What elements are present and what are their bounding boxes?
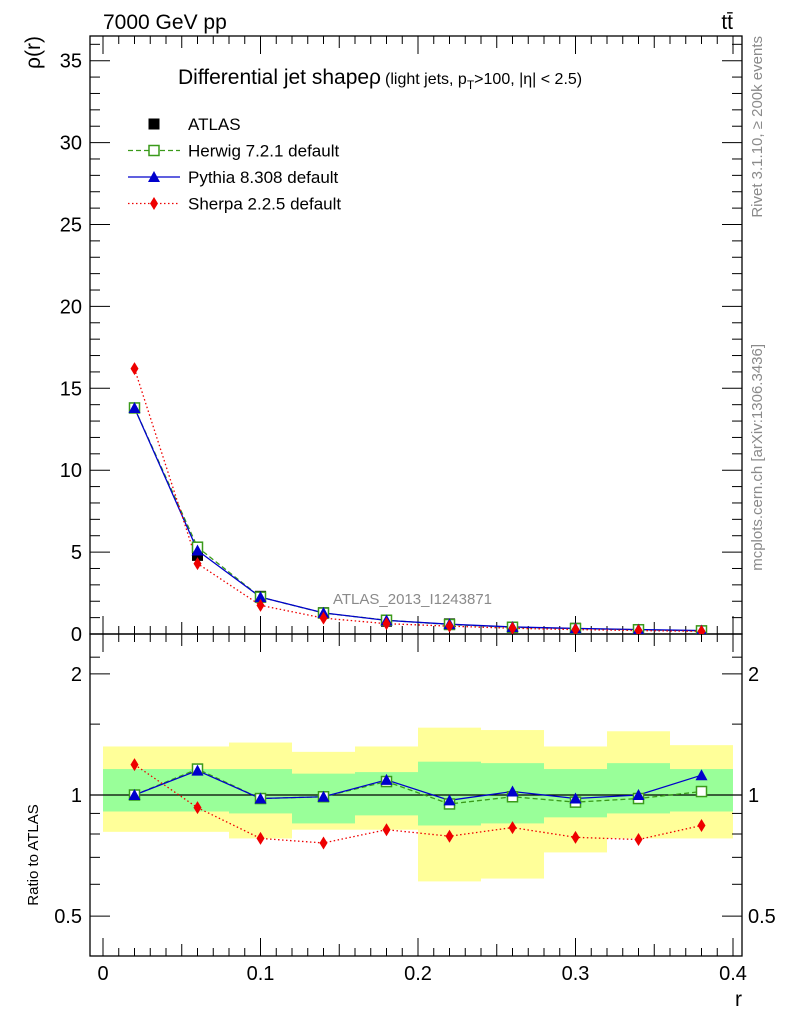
legend-pythia-label: Pythia 8.308 default [188,168,339,187]
energy-label: 7000 GeV pp [103,11,227,34]
ratio-pythia-point [569,792,582,804]
legend-herwig-marker [148,144,160,157]
legend-atlas-label: ATLAS [188,115,241,134]
x-tick-label: 0.3 [562,963,590,985]
ratio-pythia-point [632,789,645,800]
main-sherpa-line [133,368,702,633]
ratio-sherpa-point [697,818,706,832]
main-pythia-point [191,544,204,556]
ratio-sherpa-point [571,830,580,844]
ratio-pythia-point [254,792,267,804]
ratio-herwig-line [134,768,702,805]
ratio-pythia-point [128,789,141,800]
legend-atlas-marker [148,118,160,130]
ratio-y-tick-label-right: 2 [748,664,759,686]
legend-herwig-label: Herwig 7.2.1 default [188,142,339,161]
ratio-herwig-point [695,785,708,798]
mcplots-label: mcplots.cern.ch [arXiv:1306.3436] [749,344,766,571]
ratio-sherpa-point [193,801,202,815]
main-y-tick-label: 30 [60,133,82,155]
main-y-axis-label: ρ(r) [22,36,45,69]
ratio-sherpa-point [256,831,265,845]
ratio-y-tick-label-left: 1 [71,785,82,807]
ratio-pythia-point [506,785,519,797]
uncertainty-bands [90,727,742,882]
chart-title: Differential jet shapeρ (light jets, pT>1… [178,66,582,92]
x-tick-label: 0 [97,963,108,985]
main-pythia-line [133,407,702,632]
ratio-sherpa-point [130,758,139,772]
main-y-tick-label: 25 [60,215,82,237]
main-sherpa-point [382,617,391,631]
analysis-label: ATLAS_2013_I1243871 [333,591,492,608]
stat-uncertainty-band [229,769,292,814]
x-tick-label: 0.1 [247,963,275,985]
ratio-y-tick-label-left: 0.5 [54,906,82,928]
ratio-pythia-point [443,794,456,806]
ratio-pythia-point [695,769,708,781]
ratio-y-tick-label-right: 0.5 [748,906,776,928]
ratio-pythia-line [134,769,702,801]
legend-sherpa-marker [150,197,158,210]
main-pythia-point [128,401,141,413]
ratio-sherpa-point [634,833,643,847]
ratio-pythia-point [317,790,330,802]
main-y-tick-label: 5 [71,542,82,564]
main-sherpa-point [634,624,643,634]
main-y-tick-label: 20 [60,296,82,318]
main-y-tick-label: 35 [60,51,82,73]
ratio-pythia-point [191,764,204,776]
ratio-sherpa-point [445,829,454,843]
ratio-sherpa-point [382,823,391,837]
ratio-y-axis-label: Ratio to ATLAS [25,804,42,905]
process-label: tt̄ [721,11,733,34]
main-sherpa-point [193,557,202,571]
main-sherpa-point [571,623,580,634]
x-axis-label: r [735,988,742,1011]
main-y-tick-label: 10 [60,460,82,482]
ratio-pythia-point [380,773,393,785]
ratio-y-tick-label-left: 2 [71,664,82,686]
main-sherpa-point [256,598,265,612]
ratio-sherpa-line [134,764,702,844]
ratio-sherpa-point [319,836,328,850]
ratio-series [128,758,708,850]
ratio-y-tick-label-right: 1 [748,785,759,807]
main-y-tick-label: 0 [71,624,82,646]
legend: ATLAS Herwig 7.2.1 default Pythia 8.308 de… [128,115,341,214]
main-sherpa-point [130,362,139,376]
main-sherpa-point [445,619,454,633]
x-tick-label: 0.4 [719,963,747,985]
main-axis-ticks: 0 5 10 15 20 25 30 35 [60,36,742,646]
legend-sherpa-label: Sherpa 2.2.5 default [188,195,341,214]
main-pythia-point [254,591,267,603]
x-tick-label: 0.2 [404,963,432,985]
legend-pythia-marker [148,171,160,182]
ratio-sherpa-point [508,821,517,835]
main-sherpa-point [508,621,517,634]
main-sherpa-point [319,611,328,625]
main-y-tick-label: 15 [60,378,82,400]
main-sherpa-point [697,624,706,634]
rivet-label: Rivet 3.1.10, ≥ 200k events [749,36,766,218]
main-series [128,362,708,634]
ratio-axis-ticks: 0.5 0.5 1 1 2 2 0 0.1 0.2 0.3 0.4 [54,634,776,985]
